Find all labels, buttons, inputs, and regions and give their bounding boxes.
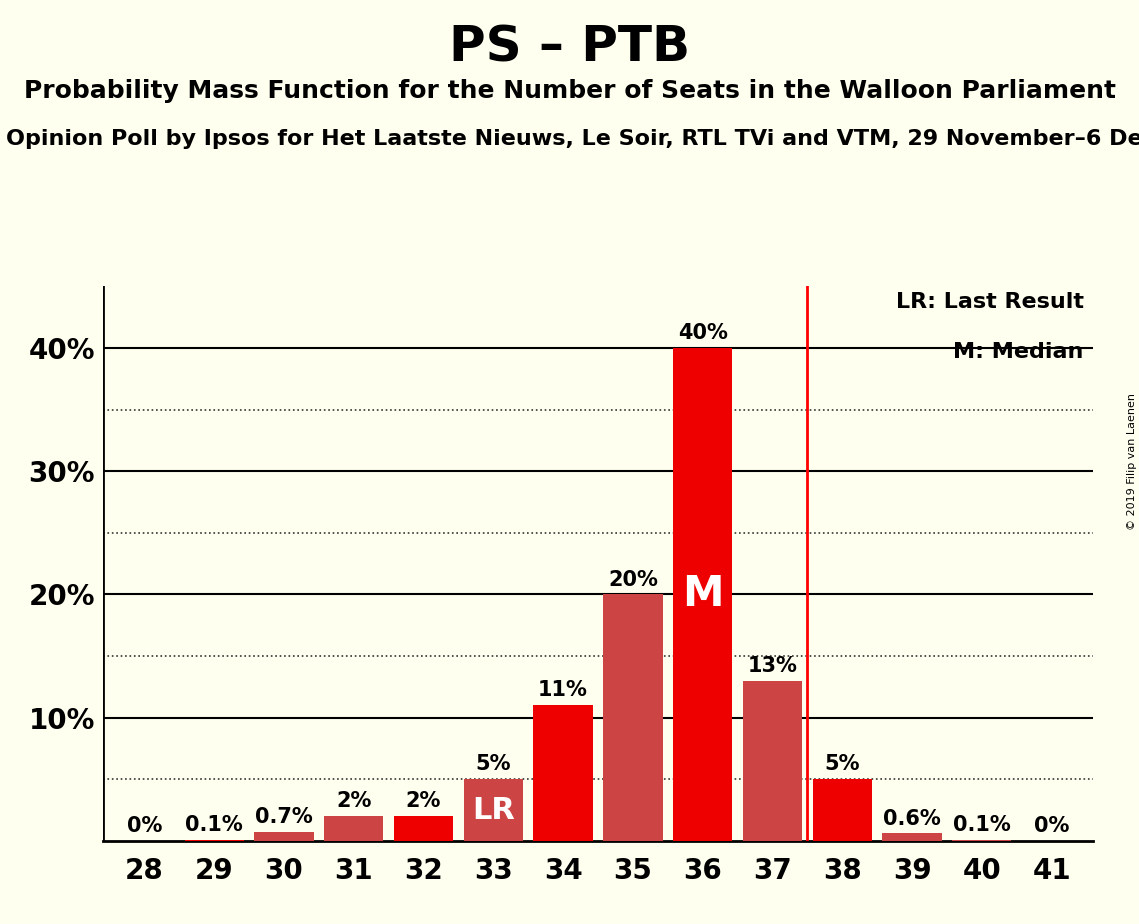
Text: LR: LR [472, 796, 515, 824]
Bar [743, 681, 802, 841]
Bar [254, 833, 313, 841]
Text: PS – PTB: PS – PTB [449, 23, 690, 71]
Bar [533, 705, 592, 841]
Text: © 2019 Filip van Laenen: © 2019 Filip van Laenen [1126, 394, 1137, 530]
Text: 0.7%: 0.7% [255, 808, 313, 827]
Text: 0.6%: 0.6% [883, 808, 941, 829]
Text: 2%: 2% [405, 791, 441, 811]
Bar [464, 779, 523, 841]
Text: Probability Mass Function for the Number of Seats in the Walloon Parliament: Probability Mass Function for the Number… [24, 79, 1115, 103]
Bar [812, 779, 871, 841]
Bar [673, 348, 732, 841]
Text: 40%: 40% [678, 323, 728, 343]
Text: 0.1%: 0.1% [186, 815, 243, 834]
Bar [185, 840, 244, 841]
Text: 11%: 11% [538, 680, 588, 700]
Bar [394, 816, 453, 841]
Text: 2%: 2% [336, 791, 371, 811]
Text: 0%: 0% [126, 816, 162, 836]
Bar [952, 840, 1011, 841]
Text: 20%: 20% [608, 569, 658, 590]
Bar [325, 816, 384, 841]
Text: M: M [682, 574, 723, 615]
Text: 0.1%: 0.1% [953, 815, 1010, 834]
Bar [883, 833, 942, 841]
Text: Opinion Poll by Ipsos for Het Laatste Nieuws, Le Soir, RTL TVi and VTM, 29 Novem: Opinion Poll by Ipsos for Het Laatste Ni… [6, 129, 1139, 150]
Text: 5%: 5% [476, 754, 511, 774]
Text: LR: Last Result: LR: Last Result [895, 292, 1083, 312]
Text: 13%: 13% [747, 656, 797, 675]
Text: M: Median: M: Median [953, 342, 1083, 362]
Bar [604, 594, 663, 841]
Text: 0%: 0% [1034, 816, 1070, 836]
Text: 5%: 5% [825, 754, 860, 774]
